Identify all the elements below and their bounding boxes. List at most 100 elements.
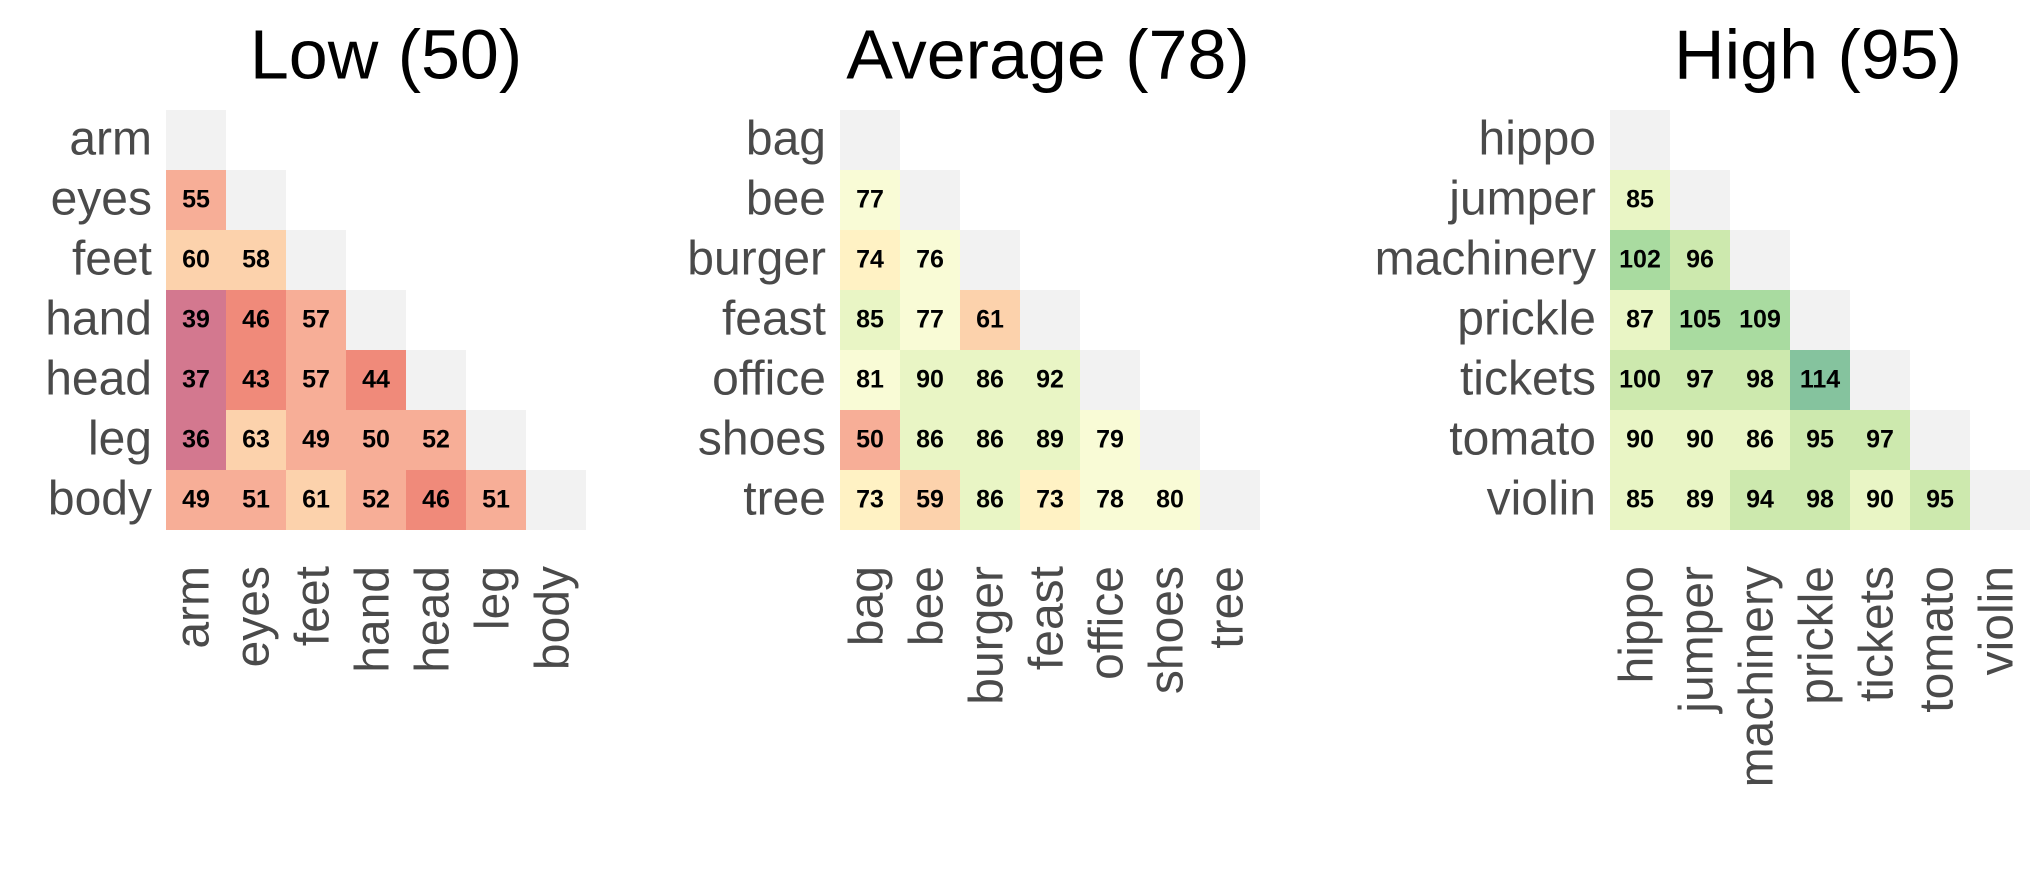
- cell-value-label: 97: [1686, 366, 1714, 394]
- panel-title: Average (78): [846, 15, 1249, 93]
- cell-value-label: 60: [182, 246, 210, 274]
- heatmap-cell: [166, 170, 226, 230]
- column-label: bee: [901, 566, 954, 646]
- heatmap-cell: [1730, 350, 1790, 410]
- heatmap-cell: [286, 350, 346, 410]
- cell-value-label: 39: [182, 306, 210, 334]
- cell-value-label: 81: [856, 366, 884, 394]
- cell-value-label: 100: [1619, 366, 1661, 394]
- column-label: tickets: [1851, 566, 1904, 702]
- heatmap-cell: [1080, 470, 1140, 530]
- diagonal-cell: [1730, 230, 1790, 290]
- heatmap-cell: [1850, 470, 1910, 530]
- cell-value-label: 50: [362, 426, 390, 454]
- row-label: bag: [746, 113, 826, 166]
- cell-value-label: 55: [182, 186, 210, 214]
- heatmap-cell: [900, 290, 960, 350]
- diagonal-cell: [526, 470, 586, 530]
- cell-value-label: 80: [1156, 486, 1184, 514]
- heatmap-cell: [166, 290, 226, 350]
- heatmap-cell: [226, 230, 286, 290]
- column-label: office: [1081, 566, 1134, 680]
- panel-title: High (95): [1674, 15, 1962, 93]
- heatmap-cell: [1610, 470, 1670, 530]
- cell-value-label: 76: [916, 246, 944, 274]
- diagonal-cell: [960, 230, 1020, 290]
- column-label: tree: [1201, 566, 1254, 649]
- column-label: feet: [287, 566, 340, 646]
- heatmap-cell: [900, 410, 960, 470]
- cell-value-label: 96: [1686, 246, 1714, 274]
- heatmap-cell: [166, 230, 226, 290]
- cell-value-label: 73: [856, 486, 884, 514]
- cell-value-label: 105: [1679, 306, 1721, 334]
- heatmap-cell: [1850, 410, 1910, 470]
- heatmap-cell: [226, 350, 286, 410]
- heatmap-cell: [1670, 410, 1730, 470]
- heatmap-panel: High (95) 85 102 96 87 105 109 100 97 98 114 90 90 86…: [1375, 15, 2030, 787]
- cell-value-label: 74: [856, 246, 884, 274]
- cell-value-label: 61: [302, 486, 330, 514]
- heatmap-cell: [1610, 170, 1670, 230]
- cell-value-label: 58: [242, 246, 270, 274]
- cell-value-label: 102: [1619, 246, 1661, 274]
- diagonal-cell: [1670, 170, 1730, 230]
- heatmap-cell: [166, 470, 226, 530]
- column-label: head: [407, 566, 460, 673]
- column-label: shoes: [1141, 566, 1194, 694]
- heatmap-cell: [226, 410, 286, 470]
- heatmap-cell: [1790, 470, 1850, 530]
- cell-value-label: 98: [1746, 366, 1774, 394]
- heatmap-cell: [900, 230, 960, 290]
- cell-value-label: 49: [182, 486, 210, 514]
- heatmap-cell: [286, 470, 346, 530]
- heatmap-cell: [1610, 290, 1670, 350]
- cell-value-label: 49: [302, 426, 330, 454]
- heatmap-cell: [346, 350, 406, 410]
- heatmap-cell: [1610, 410, 1670, 470]
- cell-value-label: 37: [182, 366, 210, 394]
- heatmap-cell: [900, 350, 960, 410]
- cell-value-label: 95: [1806, 426, 1834, 454]
- cell-value-label: 89: [1686, 486, 1714, 514]
- cell-value-label: 90: [1686, 426, 1714, 454]
- cell-value-label: 86: [976, 366, 1004, 394]
- row-label: burger: [687, 233, 826, 286]
- diagonal-cell: [1910, 410, 1970, 470]
- diagonal-cell: [1850, 350, 1910, 410]
- heatmap-cell: [226, 470, 286, 530]
- heatmap-cell: [1020, 350, 1080, 410]
- heatmap-cell: [840, 230, 900, 290]
- cell-value-label: 77: [916, 306, 944, 334]
- row-label: body: [48, 473, 152, 526]
- heatmap-cell: [840, 470, 900, 530]
- row-label: bee: [746, 173, 826, 226]
- cell-value-label: 57: [302, 306, 330, 334]
- heatmap-cell: [166, 410, 226, 470]
- cell-value-label: 86: [1746, 426, 1774, 454]
- row-label: prickle: [1457, 293, 1596, 346]
- heatmap-cell: [1730, 470, 1790, 530]
- row-label: machinery: [1375, 233, 1596, 286]
- cell-value-label: 114: [1800, 366, 1840, 394]
- diagonal-cell: [840, 110, 900, 170]
- heatmap-cell: [1670, 230, 1730, 290]
- heatmap-cell: [1080, 410, 1140, 470]
- heatmap-panel: Average (78) 77 74 76 85 77 61 81 90 86 92 50 86 86 89…: [687, 15, 1260, 705]
- cell-value-label: 36: [182, 426, 210, 454]
- row-label: eyes: [51, 173, 152, 226]
- cell-value-label: 46: [422, 486, 450, 514]
- row-label: violin: [1487, 473, 1596, 526]
- heatmap-cell: [346, 410, 406, 470]
- column-label: leg: [467, 566, 520, 630]
- heatmap-cell: [960, 410, 1020, 470]
- cell-value-label: 90: [1626, 426, 1654, 454]
- row-label: feast: [722, 293, 826, 346]
- heatmap-cell: [840, 350, 900, 410]
- cell-value-label: 51: [482, 486, 510, 514]
- heatmap-cell: [960, 290, 1020, 350]
- cell-value-label: 51: [242, 486, 270, 514]
- heatmap-cell: [1610, 230, 1670, 290]
- heatmap-cell: [840, 410, 900, 470]
- cell-value-label: 86: [976, 426, 1004, 454]
